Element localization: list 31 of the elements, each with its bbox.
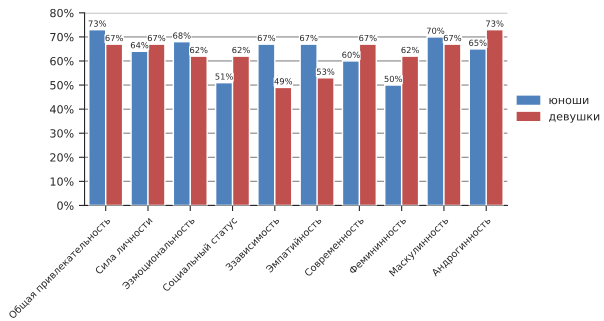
data-label: 73% [88,20,106,27]
data-label: 67% [258,34,276,42]
data-label: 53% [316,68,334,75]
data-label: 62% [401,46,419,54]
y-tick-label: 30% [50,129,74,138]
data-label: 70% [426,28,444,34]
legend-label: девушки [549,114,600,123]
data-label: 51% [215,73,233,80]
data-label: 50% [384,76,402,82]
y-tick-label: 20% [50,153,74,162]
data-label: 67% [359,34,377,42]
y-tick-label: 70% [50,32,74,42]
data-label: 68% [173,32,191,39]
data-label: 64% [130,42,148,48]
data-label: 65% [469,40,487,46]
data-label: 67% [105,34,123,42]
y-tick-label: 10% [50,177,74,186]
y-tick-label: 60% [50,56,74,66]
y-tick-label: 80% [50,8,74,18]
legend-label: юноши [550,98,588,104]
data-label: 67% [444,34,462,42]
y-tick-label: 0% [57,201,74,210]
data-label: 73% [486,20,504,27]
data-label: 60% [342,52,360,58]
data-label: 62% [232,46,250,54]
data-label: 67% [148,34,166,42]
data-label: 62% [190,46,208,54]
data-label: 67% [300,34,318,42]
y-tick-label: 50% [50,81,74,90]
data-label: 49% [274,78,292,84]
y-tick-label: 40% [50,105,74,114]
